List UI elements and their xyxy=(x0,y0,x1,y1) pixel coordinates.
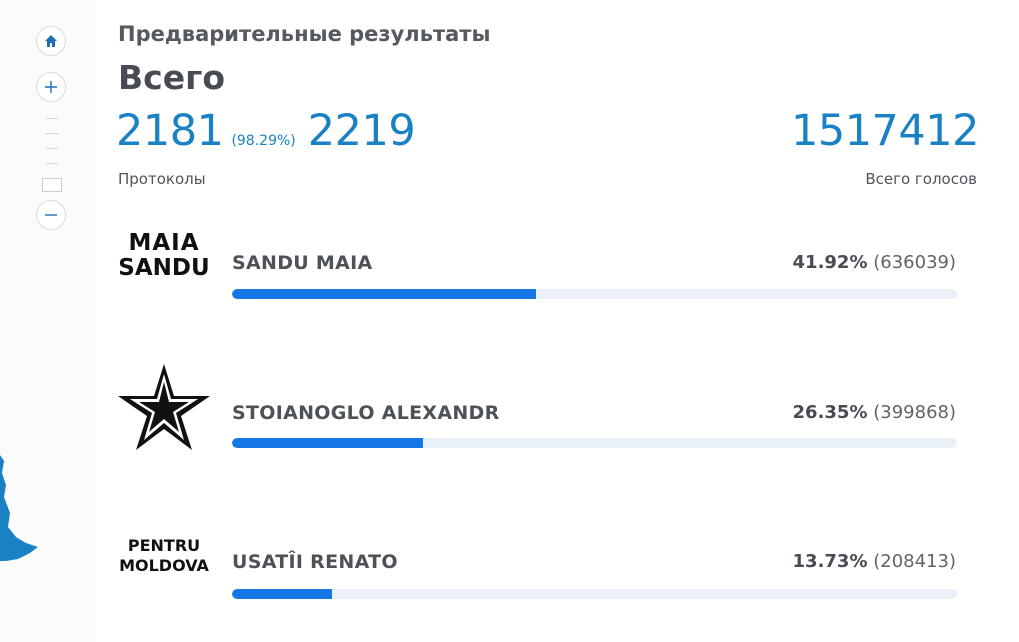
zoom-level-tick[interactable] xyxy=(45,148,59,149)
candidate-result: 13.73% (208413) xyxy=(793,551,956,572)
zoom-level-tick[interactable] xyxy=(45,163,59,164)
logo-text-line: MAIA xyxy=(128,230,200,256)
protocols-total: 2219 xyxy=(307,106,416,156)
minus-icon xyxy=(45,214,57,216)
candidate-name: STOIANOGLO ALEXANDR xyxy=(232,402,500,424)
candidate-percent: 41.92% xyxy=(792,252,868,273)
protocols-label: Протоколы xyxy=(118,170,206,188)
vote-share-fill xyxy=(232,289,536,299)
candidate-result: 26.35% (399868) xyxy=(793,402,956,423)
home-icon xyxy=(45,35,57,47)
candidate-percent: 13.73% xyxy=(792,551,868,572)
vote-share-fill xyxy=(232,589,332,599)
logo-text-line: SANDU xyxy=(118,255,210,281)
candidate-logo: MAIA SANDU xyxy=(116,232,212,280)
home-button[interactable] xyxy=(36,26,66,56)
map-area[interactable] xyxy=(0,0,96,642)
vote-share-bar xyxy=(232,589,957,599)
results-panel: Предварительные результаты Всего 2181 (9… xyxy=(96,0,1019,642)
candidate-name: USATÎI RENATO xyxy=(232,551,398,573)
candidate-votes: (636039) xyxy=(873,252,956,273)
protocols-percent: (98.29%) xyxy=(231,133,296,149)
map-zoom-controls xyxy=(36,26,68,246)
star-icon xyxy=(118,364,210,450)
candidate-votes: (208413) xyxy=(873,551,956,572)
protocols-counted: 2181 xyxy=(116,106,224,156)
page-title: Всего xyxy=(118,58,226,97)
vote-share-bar xyxy=(232,289,957,299)
logo-text-line: MOLDOVA xyxy=(119,556,209,575)
candidate-row[interactable]: PENTRU MOLDOVA USATÎI RENATO 13.73% (208… xyxy=(116,530,957,640)
candidate-result: 41.92% (636039) xyxy=(793,252,956,273)
vote-share-fill xyxy=(232,438,424,448)
total-votes-stat: 1517412 xyxy=(790,106,980,156)
candidate-percent: 26.35% xyxy=(792,402,868,423)
candidate-logo: PENTRU MOLDOVA xyxy=(116,538,212,574)
logo-text-line: PENTRU xyxy=(127,536,201,555)
zoom-slider-handle[interactable] xyxy=(42,178,62,192)
zoom-level-tick[interactable] xyxy=(45,118,59,119)
map-region-shape[interactable] xyxy=(0,455,40,565)
vote-share-bar xyxy=(232,438,957,448)
total-votes-value: 1517412 xyxy=(790,106,980,156)
candidate-logo xyxy=(116,362,212,458)
candidate-name: SANDU MAIA xyxy=(232,252,373,274)
protocols-stats: 2181 (98.29%) 2219 xyxy=(116,106,416,156)
plus-icon xyxy=(45,81,57,93)
candidate-row[interactable]: STOIANOGLO ALEXANDR 26.35% (399868) xyxy=(116,362,957,472)
zoom-in-button[interactable] xyxy=(36,72,66,102)
candidate-row[interactable]: MAIA SANDU SANDU MAIA 41.92% (636039) xyxy=(116,228,957,338)
total-votes-label: Всего голосов xyxy=(865,170,977,188)
zoom-level-tick[interactable] xyxy=(45,133,59,134)
zoom-out-button[interactable] xyxy=(36,200,66,230)
page-subtitle: Предварительные результаты xyxy=(118,22,491,46)
candidate-votes: (399868) xyxy=(873,402,956,423)
